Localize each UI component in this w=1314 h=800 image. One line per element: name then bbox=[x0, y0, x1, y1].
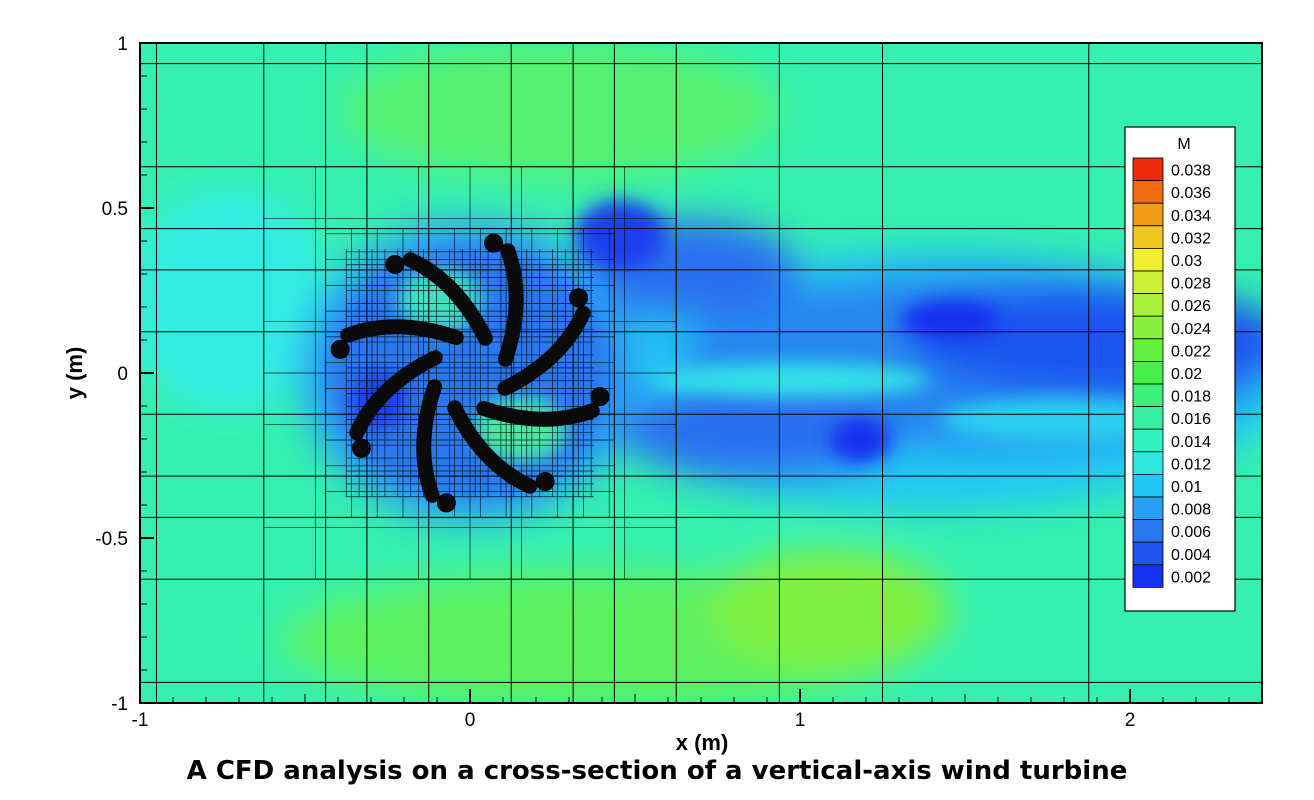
wake-light-streak bbox=[650, 362, 930, 398]
legend-swatch bbox=[1132, 473, 1164, 498]
y-tick-label: -0.5 bbox=[95, 529, 128, 550]
blade-tip bbox=[590, 387, 610, 407]
legend-label: 0.024 bbox=[1171, 321, 1211, 338]
legend-swatch bbox=[1132, 180, 1164, 204]
blade-shape bbox=[476, 400, 600, 427]
legend-label: 0.038 bbox=[1171, 163, 1211, 180]
colorbar-legend: M 0.038 0.036 0.034 0.032 0.03 0.028 0.026 0.02… bbox=[1124, 126, 1236, 612]
x-tick-label: -1 bbox=[132, 710, 149, 731]
legend-swatch bbox=[1132, 406, 1164, 430]
blade-shape bbox=[497, 243, 524, 367]
legend-swatch bbox=[1132, 202, 1164, 227]
blade-tip bbox=[436, 493, 456, 513]
legend-label: 0.014 bbox=[1171, 434, 1211, 451]
legend-swatch bbox=[1132, 564, 1164, 588]
blade-tip bbox=[484, 233, 504, 253]
blade-tip bbox=[385, 254, 405, 274]
wake-lower-lobe bbox=[620, 380, 900, 480]
y-axis-label: y (m) bbox=[62, 347, 87, 400]
legend-swatch bbox=[1132, 383, 1164, 408]
y-axis-ticks: -1 -0.5 0 0.5 1 bbox=[95, 34, 154, 715]
legend-swatch bbox=[1132, 157, 1164, 182]
wake-light-streak-2 bbox=[940, 398, 1180, 442]
blade-shape bbox=[402, 252, 493, 346]
legend-swatch bbox=[1132, 496, 1164, 521]
legend-label: 0.004 bbox=[1171, 547, 1211, 564]
legend-label: 0.03 bbox=[1171, 253, 1202, 270]
legend-label: 0.022 bbox=[1171, 343, 1211, 360]
legend-label: 0.012 bbox=[1171, 456, 1211, 473]
legend-swatch bbox=[1132, 225, 1164, 249]
y-tick-label: 0 bbox=[117, 364, 128, 385]
mach-field bbox=[140, 43, 1262, 703]
figure-caption: A CFD analysis on a cross-section of a v… bbox=[186, 756, 1128, 786]
legend-title: M bbox=[1177, 136, 1190, 153]
legend-label: 0.006 bbox=[1171, 524, 1211, 541]
blade-shape bbox=[416, 379, 443, 503]
legend-swatches: 0.038 0.036 0.034 0.032 0.03 0.028 0.026 0.024 0… bbox=[1132, 157, 1211, 588]
legend-swatch bbox=[1132, 360, 1164, 385]
legend-label: 0.016 bbox=[1171, 411, 1211, 428]
legend-label: 0.034 bbox=[1171, 208, 1211, 225]
upper-vortex bbox=[575, 200, 665, 270]
legend-label: 0.01 bbox=[1171, 479, 1202, 496]
x-tick-label: 2 bbox=[1125, 710, 1136, 731]
blade-shape bbox=[349, 350, 443, 441]
y-tick-label: 1 bbox=[117, 34, 128, 55]
blade-tip bbox=[569, 288, 589, 308]
blade-tip bbox=[535, 472, 555, 492]
legend-swatch bbox=[1132, 519, 1164, 543]
y-tick-label: -1 bbox=[111, 694, 128, 715]
legend-swatch bbox=[1132, 338, 1164, 362]
x-axis-label: x (m) bbox=[676, 730, 729, 755]
legend-swatch bbox=[1132, 428, 1164, 453]
legend-swatch bbox=[1132, 451, 1164, 475]
blade-shape bbox=[447, 400, 538, 494]
legend-swatch bbox=[1132, 270, 1164, 295]
legend-label: 0.008 bbox=[1171, 502, 1211, 519]
upstream-slow-region bbox=[140, 190, 330, 410]
blade-shape bbox=[497, 305, 591, 396]
blade-tip bbox=[351, 438, 371, 458]
legend-swatch bbox=[1132, 541, 1164, 566]
x-tick-label: 1 bbox=[795, 710, 806, 731]
wake-deep-core-lower bbox=[830, 418, 890, 462]
blade-shape bbox=[340, 319, 464, 346]
legend-swatch bbox=[1132, 293, 1164, 317]
legend-label: 0.018 bbox=[1171, 389, 1211, 406]
lower-right-fast-region bbox=[710, 550, 950, 670]
y-tick-label: 0.5 bbox=[102, 199, 128, 220]
legend-label: 0.002 bbox=[1171, 569, 1211, 586]
legend-label: 0.02 bbox=[1171, 366, 1202, 383]
legend-swatch bbox=[1132, 247, 1164, 272]
legend-label: 0.028 bbox=[1171, 276, 1211, 293]
legend-label: 0.032 bbox=[1171, 230, 1211, 247]
x-axis-ticks: -1 0 1 2 bbox=[132, 689, 1263, 731]
legend-label: 0.036 bbox=[1171, 185, 1211, 202]
wake-deep-core bbox=[900, 300, 1000, 340]
upper-fast-region bbox=[340, 43, 780, 180]
legend-label: 0.026 bbox=[1171, 298, 1211, 315]
blade-tip bbox=[330, 339, 350, 359]
x-tick-label: 0 bbox=[465, 710, 476, 731]
turbine-blades bbox=[330, 233, 610, 513]
legend-swatch bbox=[1132, 315, 1164, 340]
